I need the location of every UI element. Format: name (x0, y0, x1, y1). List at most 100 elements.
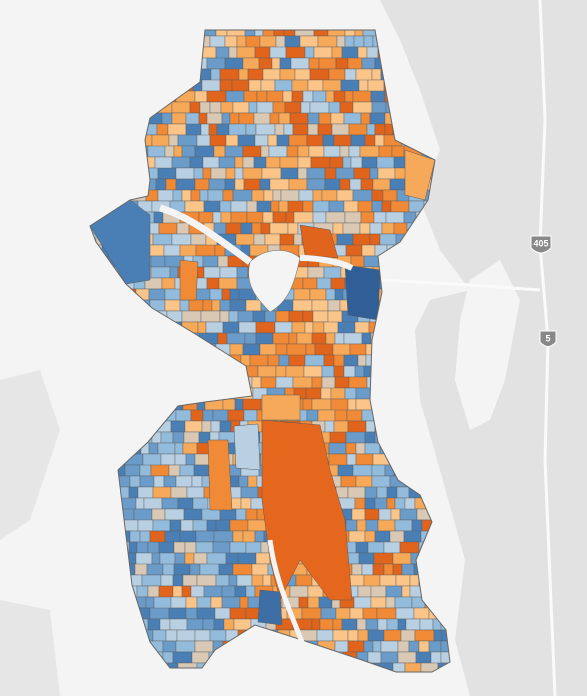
tract (177, 497, 194, 510)
tract (171, 156, 191, 169)
tract (361, 563, 374, 576)
tract (242, 145, 262, 158)
tract (248, 101, 258, 114)
tract (150, 255, 166, 268)
tract (193, 552, 208, 565)
tract (356, 618, 367, 631)
tract (233, 423, 261, 471)
tract (355, 541, 369, 554)
tract (179, 464, 195, 477)
tract (243, 90, 258, 103)
tract (292, 376, 313, 389)
tract (361, 244, 376, 257)
tract (229, 343, 244, 356)
tract (234, 585, 247, 598)
tract (217, 255, 229, 268)
tract (152, 486, 172, 499)
tract (231, 79, 250, 92)
tract (237, 134, 256, 147)
tract (219, 68, 240, 81)
tract (354, 365, 365, 378)
tract (214, 607, 231, 620)
tract (344, 35, 355, 48)
tract (236, 574, 253, 587)
tract (258, 57, 273, 70)
tract (228, 46, 238, 59)
tract (193, 167, 204, 180)
highway (379, 278, 541, 292)
tract (306, 178, 326, 191)
tract (369, 112, 386, 125)
tract (228, 310, 239, 323)
tract (340, 475, 357, 488)
tract (364, 508, 380, 521)
tract (170, 486, 188, 499)
tract (209, 35, 226, 48)
tract (206, 112, 223, 125)
tract (202, 299, 213, 312)
tract (184, 200, 205, 213)
tract (302, 200, 314, 213)
tract (202, 156, 220, 169)
tract (236, 35, 247, 48)
tract (272, 101, 286, 114)
tract (260, 376, 277, 389)
tract (365, 618, 379, 631)
tract (194, 629, 211, 642)
tract (212, 409, 229, 422)
tract (274, 321, 293, 334)
tract (229, 112, 240, 125)
tract (334, 409, 348, 422)
tract (385, 596, 396, 609)
tract (358, 79, 369, 92)
tract (357, 46, 368, 59)
tract (304, 46, 315, 59)
tract (366, 123, 376, 136)
tract (270, 200, 280, 213)
tract (269, 178, 290, 191)
tract (343, 332, 363, 345)
tract (175, 167, 195, 180)
tract (365, 420, 376, 433)
tract (152, 519, 171, 532)
tract (339, 101, 354, 114)
tract (316, 629, 334, 642)
tract (354, 321, 370, 334)
tract (370, 585, 387, 598)
tract (253, 156, 267, 169)
tract (305, 387, 322, 400)
tract (235, 508, 247, 521)
tract (206, 519, 217, 532)
tract (260, 222, 271, 235)
tract (184, 552, 195, 565)
tract (278, 200, 289, 213)
shield-icon (539, 330, 557, 347)
tract (139, 475, 155, 488)
tract (180, 519, 194, 532)
tract (259, 343, 277, 356)
tract (164, 145, 175, 158)
tract (245, 299, 262, 312)
tract (232, 530, 244, 543)
tract (275, 310, 290, 323)
tract (219, 266, 238, 279)
tract (189, 101, 201, 114)
tract (395, 607, 415, 620)
tract (170, 420, 186, 433)
tract (262, 211, 274, 224)
tract (229, 607, 247, 620)
tract (325, 332, 336, 345)
tract (168, 464, 181, 477)
duwamish (267, 539, 308, 651)
tract (331, 123, 350, 136)
tract (228, 574, 238, 587)
tract (342, 222, 361, 235)
tract (160, 431, 174, 444)
tract (360, 178, 374, 191)
tract (261, 419, 353, 601)
tract (297, 145, 310, 158)
tract (345, 244, 363, 257)
tract (330, 112, 345, 125)
tract (190, 233, 207, 246)
